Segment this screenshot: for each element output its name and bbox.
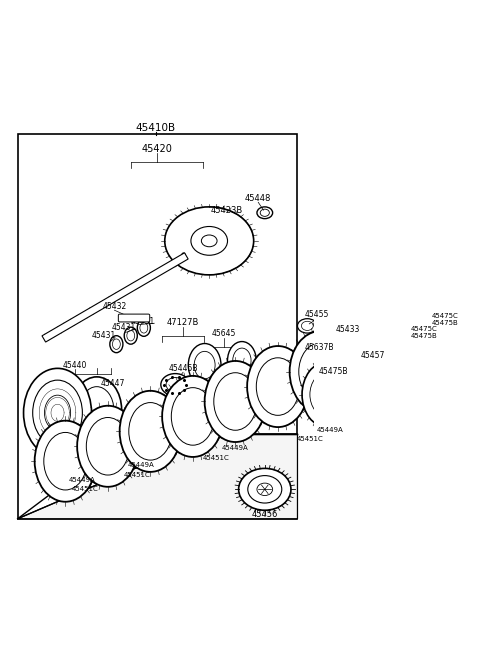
Text: 45431: 45431	[112, 323, 136, 331]
Text: 45475C: 45475C	[410, 326, 437, 332]
Ellipse shape	[314, 320, 327, 329]
Text: 45423B: 45423B	[211, 206, 243, 215]
Text: 45455: 45455	[305, 310, 329, 319]
Ellipse shape	[188, 343, 221, 386]
Text: 45451C: 45451C	[124, 472, 151, 478]
Text: 45410B: 45410B	[135, 122, 176, 133]
Text: 45456: 45456	[252, 510, 278, 519]
Text: 45432: 45432	[102, 302, 127, 310]
Text: 45475B: 45475B	[431, 320, 458, 326]
Text: 45448: 45448	[245, 194, 271, 203]
Ellipse shape	[298, 319, 317, 333]
Ellipse shape	[335, 333, 348, 350]
Text: 45449A: 45449A	[222, 445, 249, 451]
Text: 45449A: 45449A	[317, 428, 344, 434]
Ellipse shape	[77, 405, 139, 487]
Ellipse shape	[338, 345, 388, 410]
Text: 47127B: 47127B	[167, 318, 199, 327]
Ellipse shape	[120, 391, 181, 472]
Text: 45475B: 45475B	[319, 367, 348, 376]
FancyBboxPatch shape	[119, 314, 150, 322]
Ellipse shape	[228, 341, 256, 379]
Text: 45447: 45447	[100, 379, 125, 388]
Polygon shape	[42, 253, 188, 342]
Text: 45449A: 45449A	[68, 476, 95, 483]
Ellipse shape	[35, 421, 96, 502]
Ellipse shape	[289, 331, 351, 412]
Text: 45637B: 45637B	[304, 343, 334, 352]
Text: 45457: 45457	[360, 351, 385, 360]
Ellipse shape	[247, 346, 309, 427]
Ellipse shape	[204, 361, 266, 442]
Text: 45451C: 45451C	[297, 436, 324, 442]
Text: 45451C: 45451C	[72, 486, 98, 493]
Ellipse shape	[239, 468, 291, 510]
Text: 45445B: 45445B	[168, 364, 198, 373]
Text: 45451C: 45451C	[203, 455, 229, 461]
Text: 45475C: 45475C	[431, 313, 458, 319]
Ellipse shape	[162, 376, 224, 457]
Ellipse shape	[165, 207, 253, 275]
Polygon shape	[18, 434, 298, 519]
Text: 45440: 45440	[63, 361, 87, 369]
Ellipse shape	[446, 293, 480, 358]
Text: 45431: 45431	[91, 331, 115, 340]
Text: 45420: 45420	[142, 144, 172, 155]
Ellipse shape	[299, 344, 321, 373]
Text: 45449A: 45449A	[127, 462, 154, 468]
Ellipse shape	[302, 362, 352, 427]
Bar	[18, 134, 298, 519]
Text: 45475B: 45475B	[410, 333, 437, 339]
Ellipse shape	[374, 328, 424, 393]
Text: 45433: 45433	[336, 325, 360, 333]
Ellipse shape	[24, 368, 92, 457]
Text: 45431: 45431	[131, 317, 155, 326]
Ellipse shape	[410, 310, 460, 376]
Ellipse shape	[72, 377, 121, 442]
Ellipse shape	[161, 373, 190, 396]
Text: 45645: 45645	[211, 329, 236, 338]
